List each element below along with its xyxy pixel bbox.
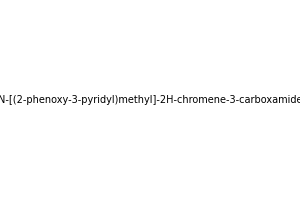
Text: N-[(2-phenoxy-3-pyridyl)methyl]-2H-chromene-3-carboxamide: N-[(2-phenoxy-3-pyridyl)methyl]-2H-chrom… (0, 95, 300, 105)
